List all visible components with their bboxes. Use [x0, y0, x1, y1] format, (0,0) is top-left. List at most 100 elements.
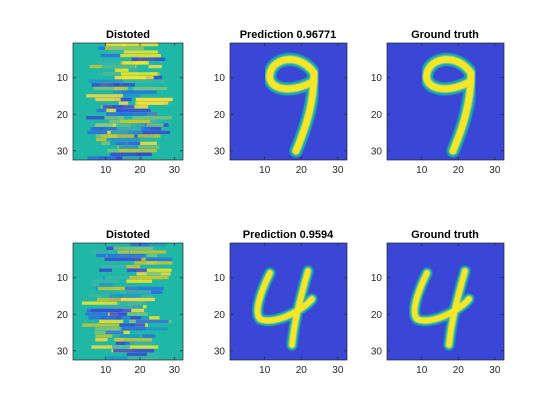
distortion-streak — [115, 141, 138, 146]
distortion-streak — [122, 68, 138, 72]
distortion-streak — [119, 334, 140, 338]
distortion-streak — [120, 290, 152, 294]
x-tick-label: 20 — [453, 165, 465, 176]
distortion-streak — [120, 72, 158, 76]
distortion-streak — [102, 105, 135, 109]
distortion-streak — [92, 279, 118, 283]
distortion-streak — [118, 101, 129, 105]
x-tick-label: 30 — [332, 165, 344, 176]
distortion-streak — [88, 79, 124, 83]
y-tick-label: 10 — [214, 273, 226, 284]
distortion-streak — [94, 327, 119, 331]
distortion-streak — [105, 127, 142, 131]
heatmap-image — [73, 43, 183, 160]
distortion-streak — [86, 94, 123, 98]
heatmap-image — [230, 243, 347, 360]
distortion-streak — [150, 119, 160, 124]
x-tick-label: 30 — [489, 165, 501, 176]
distortion-streak — [114, 68, 129, 72]
subplot-title: Ground truth — [411, 229, 479, 241]
y-tick-label: 10 — [214, 73, 226, 84]
x-tick-label: 30 — [169, 165, 181, 176]
distortion-streak — [95, 334, 113, 338]
x-tick-label: 20 — [134, 365, 146, 376]
axes-box — [386, 242, 505, 361]
distortion-streak — [96, 297, 126, 302]
distortion-streak — [111, 327, 122, 331]
distortion-streak — [144, 127, 162, 131]
y-tick-label: 30 — [214, 146, 226, 157]
distortion-streak — [123, 50, 158, 54]
distortion-streak — [130, 316, 141, 320]
distortion-streak — [119, 327, 147, 331]
distortion-streak — [125, 341, 134, 346]
distortion-streak — [149, 316, 160, 320]
heatmap-image — [73, 243, 183, 360]
y-tick-label: 30 — [57, 346, 69, 357]
distortion-streak — [110, 152, 151, 156]
distortion-streak — [106, 356, 129, 360]
y-tick-label: 20 — [371, 110, 383, 121]
distortion-streak — [124, 286, 164, 291]
distortion-streak — [96, 61, 122, 65]
distortion-streak — [122, 156, 142, 160]
axes-box — [72, 42, 184, 161]
subplot-distorted-2: Distoted 10 20 30 10 20 30 — [57, 229, 184, 376]
distortion-streak — [122, 61, 147, 65]
distortion-streak — [141, 101, 169, 105]
axes-box — [229, 42, 348, 161]
distortion-streak — [90, 127, 117, 131]
subplot-ground-truth-1: Ground truth 10 20 30 10 20 30 — [371, 29, 505, 176]
distortion-streak — [148, 64, 162, 69]
x-tick-label: 10 — [259, 165, 271, 176]
distortion-streak — [120, 53, 161, 58]
distortion-streak — [145, 352, 156, 356]
distortion-streak — [109, 312, 128, 316]
distortion-streak — [113, 349, 155, 353]
y-tick-label: 20 — [57, 310, 69, 321]
distortion-streak — [113, 338, 152, 342]
y-tick-label: 30 — [371, 146, 383, 157]
distortion-streak — [109, 294, 141, 298]
subplot-distorted-1: Distoted 10 20 30 10 20 30 — [57, 29, 184, 176]
distortion-streak — [100, 134, 135, 138]
distortion-streak — [122, 90, 157, 94]
digit-four-stroke — [409, 265, 475, 351]
distortion-streak — [130, 243, 150, 247]
distortion-streak — [99, 268, 113, 272]
distortion-streak — [127, 268, 147, 272]
distortion-streak — [123, 105, 149, 109]
distortion-streak — [146, 272, 162, 276]
subplot-prediction-1: Prediction 0.96771 10 20 30 10 20 30 — [214, 29, 348, 176]
distortion-streak — [107, 253, 146, 258]
distortion-streak — [111, 46, 143, 50]
digit-nine-stroke — [420, 53, 478, 158]
distortion-streak — [96, 138, 112, 142]
distortion-streak — [135, 319, 169, 324]
distortion-streak — [129, 250, 167, 254]
x-tick-label: 30 — [489, 365, 501, 376]
x-tick-label: 30 — [332, 365, 344, 376]
distortion-streak — [134, 261, 173, 265]
distortion-streak — [133, 327, 168, 331]
heatmap-image — [387, 243, 504, 360]
distortion-streak — [90, 308, 132, 313]
distortion-streak — [82, 323, 119, 327]
x-tick-label: 10 — [100, 165, 112, 176]
distortion-streak — [95, 97, 121, 102]
distortion-streak — [147, 253, 158, 258]
distortion-streak — [101, 305, 132, 309]
y-tick-label: 10 — [57, 273, 69, 284]
distortion-streak — [146, 123, 164, 127]
distortion-streak — [101, 264, 138, 269]
distortion-streak — [110, 130, 143, 135]
distortion-streak — [128, 130, 171, 135]
subplot-title: Prediction 0.9594 — [243, 229, 334, 241]
distortion-streak — [99, 316, 140, 320]
distortion-streak — [99, 283, 115, 287]
distortion-streak — [119, 323, 146, 327]
distortion-streak — [95, 123, 132, 127]
distortion-streak — [105, 330, 124, 335]
distortion-streak — [114, 86, 128, 91]
distortion-streak — [91, 83, 120, 87]
